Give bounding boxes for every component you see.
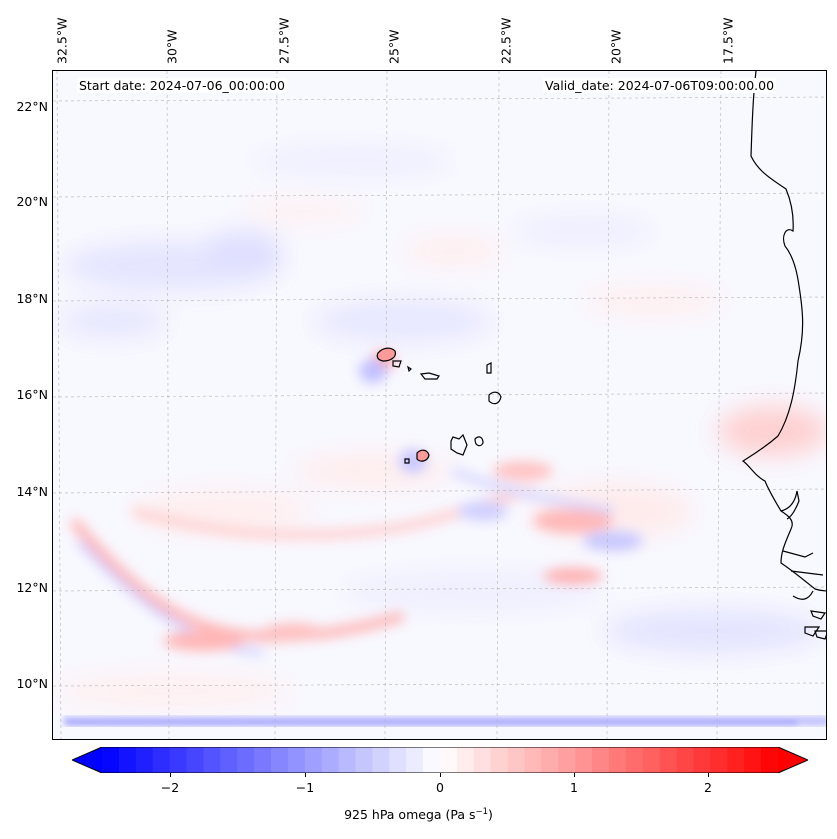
africa-coastline <box>741 71 826 592</box>
colorbar-segment <box>609 747 627 773</box>
lat-label: 16°N <box>16 387 48 402</box>
colorbar-segment <box>490 747 509 773</box>
lat-label: 20°N <box>16 194 48 209</box>
colorbar-label: 925 hPa omega (Pa s−1) <box>344 807 493 823</box>
valid-date-label: Valid_date: 2024-07-06T09:00:00.00 <box>543 78 777 93</box>
lon-label: 20°W <box>608 29 624 64</box>
colorbar-segment <box>186 747 204 773</box>
colorbar-segment <box>423 747 441 773</box>
colorbar-segment <box>102 747 120 773</box>
colorbar-segment <box>524 747 542 773</box>
colorbar-segment <box>271 747 289 773</box>
colorbar-tickmark <box>305 773 306 777</box>
lat-label: 14°N <box>16 484 48 499</box>
colorbar-segment <box>642 747 661 773</box>
colorbar-segment <box>389 747 407 773</box>
colorbar-segment <box>406 747 424 773</box>
colorbar-segment <box>473 747 492 773</box>
lon-label: 30°W <box>164 29 180 64</box>
lat-label: 22°N <box>16 99 48 114</box>
island-boa-vista <box>488 391 502 405</box>
convective-bands <box>69 351 643 656</box>
colorbar-segment <box>456 747 475 773</box>
lon-label: 25°W <box>386 29 402 64</box>
island-santa-luzia <box>407 365 412 373</box>
colorbar-segment <box>203 747 221 773</box>
colorbar-segment <box>710 747 728 773</box>
colorbar-segment <box>440 747 458 773</box>
colorbar-segment <box>135 747 154 773</box>
colorbar-tick-label: −2 <box>160 780 180 795</box>
colorbar-tickmark <box>170 773 171 777</box>
colorbar-segment <box>304 747 323 773</box>
colorbar-tick-label: 1 <box>570 780 578 795</box>
colorbar-segment <box>169 747 188 773</box>
colorbar-segment <box>693 747 711 773</box>
colorbar-segment <box>659 747 678 773</box>
colorbar-segment <box>592 747 610 773</box>
lon-label: 32.5°W <box>54 17 70 64</box>
colorbar-tick-label: 2 <box>704 780 712 795</box>
colorbar-tick-label: 0 <box>436 780 444 795</box>
colorbar-segment <box>744 747 762 773</box>
lon-label: 22.5°W <box>498 17 514 64</box>
colorbar-segment <box>372 747 390 773</box>
colorbar-segment <box>507 747 526 773</box>
colorbar-segment <box>254 747 272 773</box>
colorbar-gradient <box>70 746 810 774</box>
island-sao-vicente <box>392 360 402 368</box>
start-date-label: Start date: 2024-07-06_00:00:00 <box>77 78 287 93</box>
colorbar-segment <box>727 747 745 773</box>
omega-field <box>53 71 826 739</box>
island-santiago <box>450 433 468 456</box>
colorbar-segment <box>761 747 779 773</box>
colorbar-extend-max <box>778 747 808 773</box>
island-fogo <box>416 449 430 462</box>
colorbar-segment <box>625 747 644 773</box>
gridlines <box>53 71 826 739</box>
broad-anomalies <box>53 145 826 709</box>
island-brava <box>404 458 410 464</box>
colorbar-segment <box>575 747 593 773</box>
lat-label: 12°N <box>16 580 48 595</box>
colorbar-tickmark <box>708 773 709 777</box>
colorbar-segment <box>558 747 576 773</box>
lat-label: 18°N <box>16 291 48 306</box>
colorbar-segment <box>321 747 340 773</box>
colorbar-segment <box>676 747 695 773</box>
edge-artifacts <box>63 716 826 726</box>
colorbar <box>70 746 810 774</box>
colorbar-segment <box>287 747 306 773</box>
lon-label: 27.5°W <box>276 17 292 64</box>
cape-verde-islands <box>376 347 502 464</box>
colorbar-segment <box>118 747 137 773</box>
colorbar-tickmark <box>574 773 575 777</box>
lat-label: 10°N <box>16 676 48 691</box>
colorbar-segment <box>355 747 373 773</box>
map-plot-area[interactable] <box>52 70 827 740</box>
lon-label: 17.5°W <box>720 17 736 64</box>
colorbar-tickmark <box>440 773 441 777</box>
island-sao-nicolau <box>419 372 440 380</box>
island-sal <box>486 362 492 374</box>
island-maio <box>474 436 484 447</box>
colorbar-segment <box>338 747 357 773</box>
colorbar-segment <box>237 747 255 773</box>
colorbar-tick-label: −1 <box>295 780 315 795</box>
coastlines <box>741 71 826 640</box>
island-santo-antao <box>376 347 396 362</box>
colorbar-extend-min <box>72 747 102 773</box>
colorbar-segment <box>152 747 171 773</box>
colorbar-segment <box>541 747 559 773</box>
colorbar-segment <box>220 747 238 773</box>
